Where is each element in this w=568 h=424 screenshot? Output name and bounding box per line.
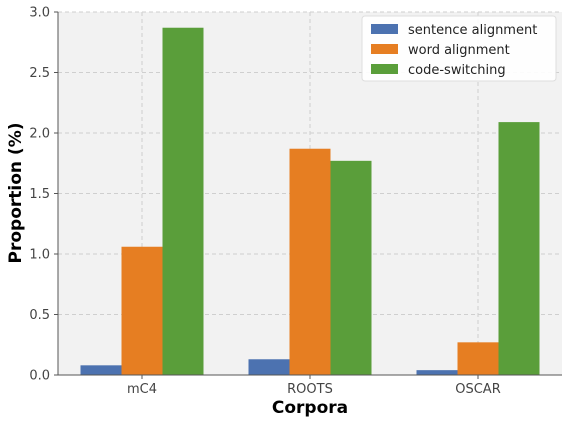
y-tick-label: 1.0	[29, 248, 50, 263]
y-tick-label: 0.0	[29, 369, 50, 384]
bar-word-alignment-mC4	[121, 246, 163, 375]
x-tick-labels: mC4 ROOTS OSCAR	[127, 375, 501, 397]
y-axis-title: Proportion (%)	[6, 123, 26, 264]
bar-sentence-alignment-mC4	[80, 365, 122, 375]
x-tick-label: ROOTS	[287, 382, 333, 397]
legend-box	[361, 15, 557, 82]
bar-sentence-alignment-OSCAR	[416, 370, 458, 375]
bar-word-alignment-ROOTS	[289, 148, 331, 375]
y-tick-labels: 0.0 0.5 1.0 1.5 2.0 2.5 3.0	[29, 6, 58, 384]
legend: sentence alignment word alignment code-swi…	[361, 15, 557, 82]
bars	[80, 27, 540, 375]
legend-label: sentence alignment	[408, 23, 537, 38]
bar-word-alignment-OSCAR	[457, 342, 499, 375]
bar-sentence-alignment-ROOTS	[248, 359, 290, 375]
legend-label: word alignment	[408, 43, 510, 58]
bar-code-switching-ROOTS	[330, 160, 372, 375]
legend-swatch	[371, 44, 398, 54]
y-tick-label: 3.0	[29, 6, 50, 21]
y-tick-label: 0.5	[29, 308, 50, 323]
y-tick-label: 1.5	[29, 187, 50, 202]
y-tick-label: 2.0	[29, 127, 50, 142]
bar-code-switching-OSCAR	[498, 122, 540, 375]
legend-swatch	[371, 64, 398, 74]
x-tick-label: OSCAR	[455, 382, 501, 397]
legend-swatch	[371, 24, 398, 34]
x-axis-title: Corpora	[272, 398, 348, 418]
legend-label: code-switching	[408, 63, 506, 78]
x-tick-label: mC4	[127, 382, 157, 397]
bar-code-switching-mC4	[162, 27, 204, 375]
y-tick-label: 2.5	[29, 66, 50, 81]
